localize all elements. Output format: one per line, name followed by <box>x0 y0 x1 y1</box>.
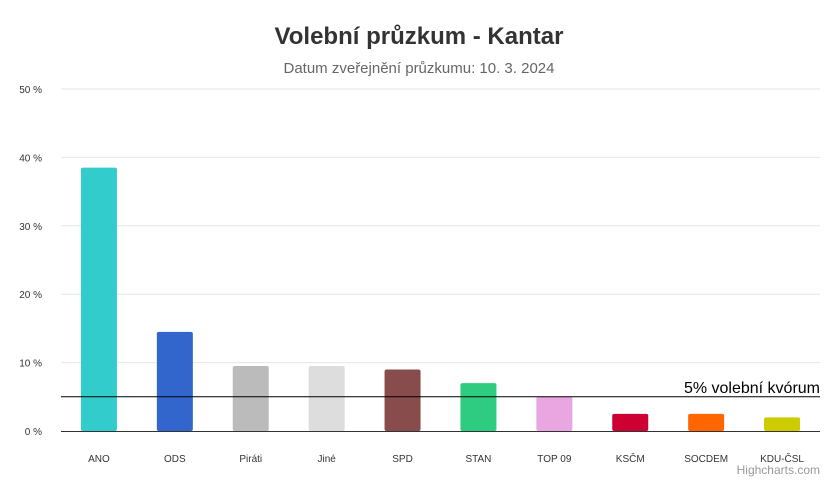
x-tick-label: KSČM <box>616 452 645 465</box>
x-tick-label: Piráti <box>239 454 262 465</box>
y-axis: 0 % 10 % 20 % 30 % 40 % 50 % <box>19 85 42 438</box>
x-tick-label: SOCDEM <box>684 454 728 465</box>
bar[interactable] <box>384 369 421 431</box>
bar[interactable] <box>308 366 345 431</box>
bar[interactable] <box>232 366 269 431</box>
x-tick-label: SPD <box>392 454 413 465</box>
bar[interactable] <box>80 167 117 431</box>
bar[interactable] <box>460 383 497 431</box>
y-tick-label: 40 % <box>19 153 42 164</box>
x-tick-label: ANO <box>88 454 110 465</box>
chart-subtitle: Datum zveřejnění průzkumu: 10. 3. 2024 <box>284 60 555 77</box>
x-axis: ANO ODS Piráti Jiné SPD STAN TOP 09 KSČM SOCDEM K… <box>61 431 820 465</box>
x-tick-label: Jiné <box>317 454 336 465</box>
y-tick-label: 50 % <box>19 85 42 96</box>
x-tick-label: KDU-ČSL <box>760 452 804 465</box>
bar[interactable] <box>156 331 193 431</box>
quorum-label: 5% volební kvórum <box>684 380 820 397</box>
bar[interactable] <box>612 413 649 431</box>
credits-link[interactable]: Highcharts.com <box>737 463 820 477</box>
chart-title: Volební průzkum - Kantar <box>275 23 564 50</box>
x-tick-label: ODS <box>164 454 186 465</box>
x-tick-label: TOP 09 <box>537 454 572 465</box>
quorum-plot-line: 5% volební kvórum <box>61 380 820 398</box>
bar[interactable] <box>764 417 801 431</box>
bar[interactable] <box>536 396 573 431</box>
x-tick-label: STAN <box>465 454 491 465</box>
bar[interactable] <box>688 413 725 431</box>
y-tick-label: 20 % <box>19 290 42 301</box>
y-tick-label: 10 % <box>19 359 42 370</box>
y-tick-label: 0 % <box>25 427 42 438</box>
bars <box>80 167 801 431</box>
y-tick-label: 30 % <box>19 222 42 233</box>
